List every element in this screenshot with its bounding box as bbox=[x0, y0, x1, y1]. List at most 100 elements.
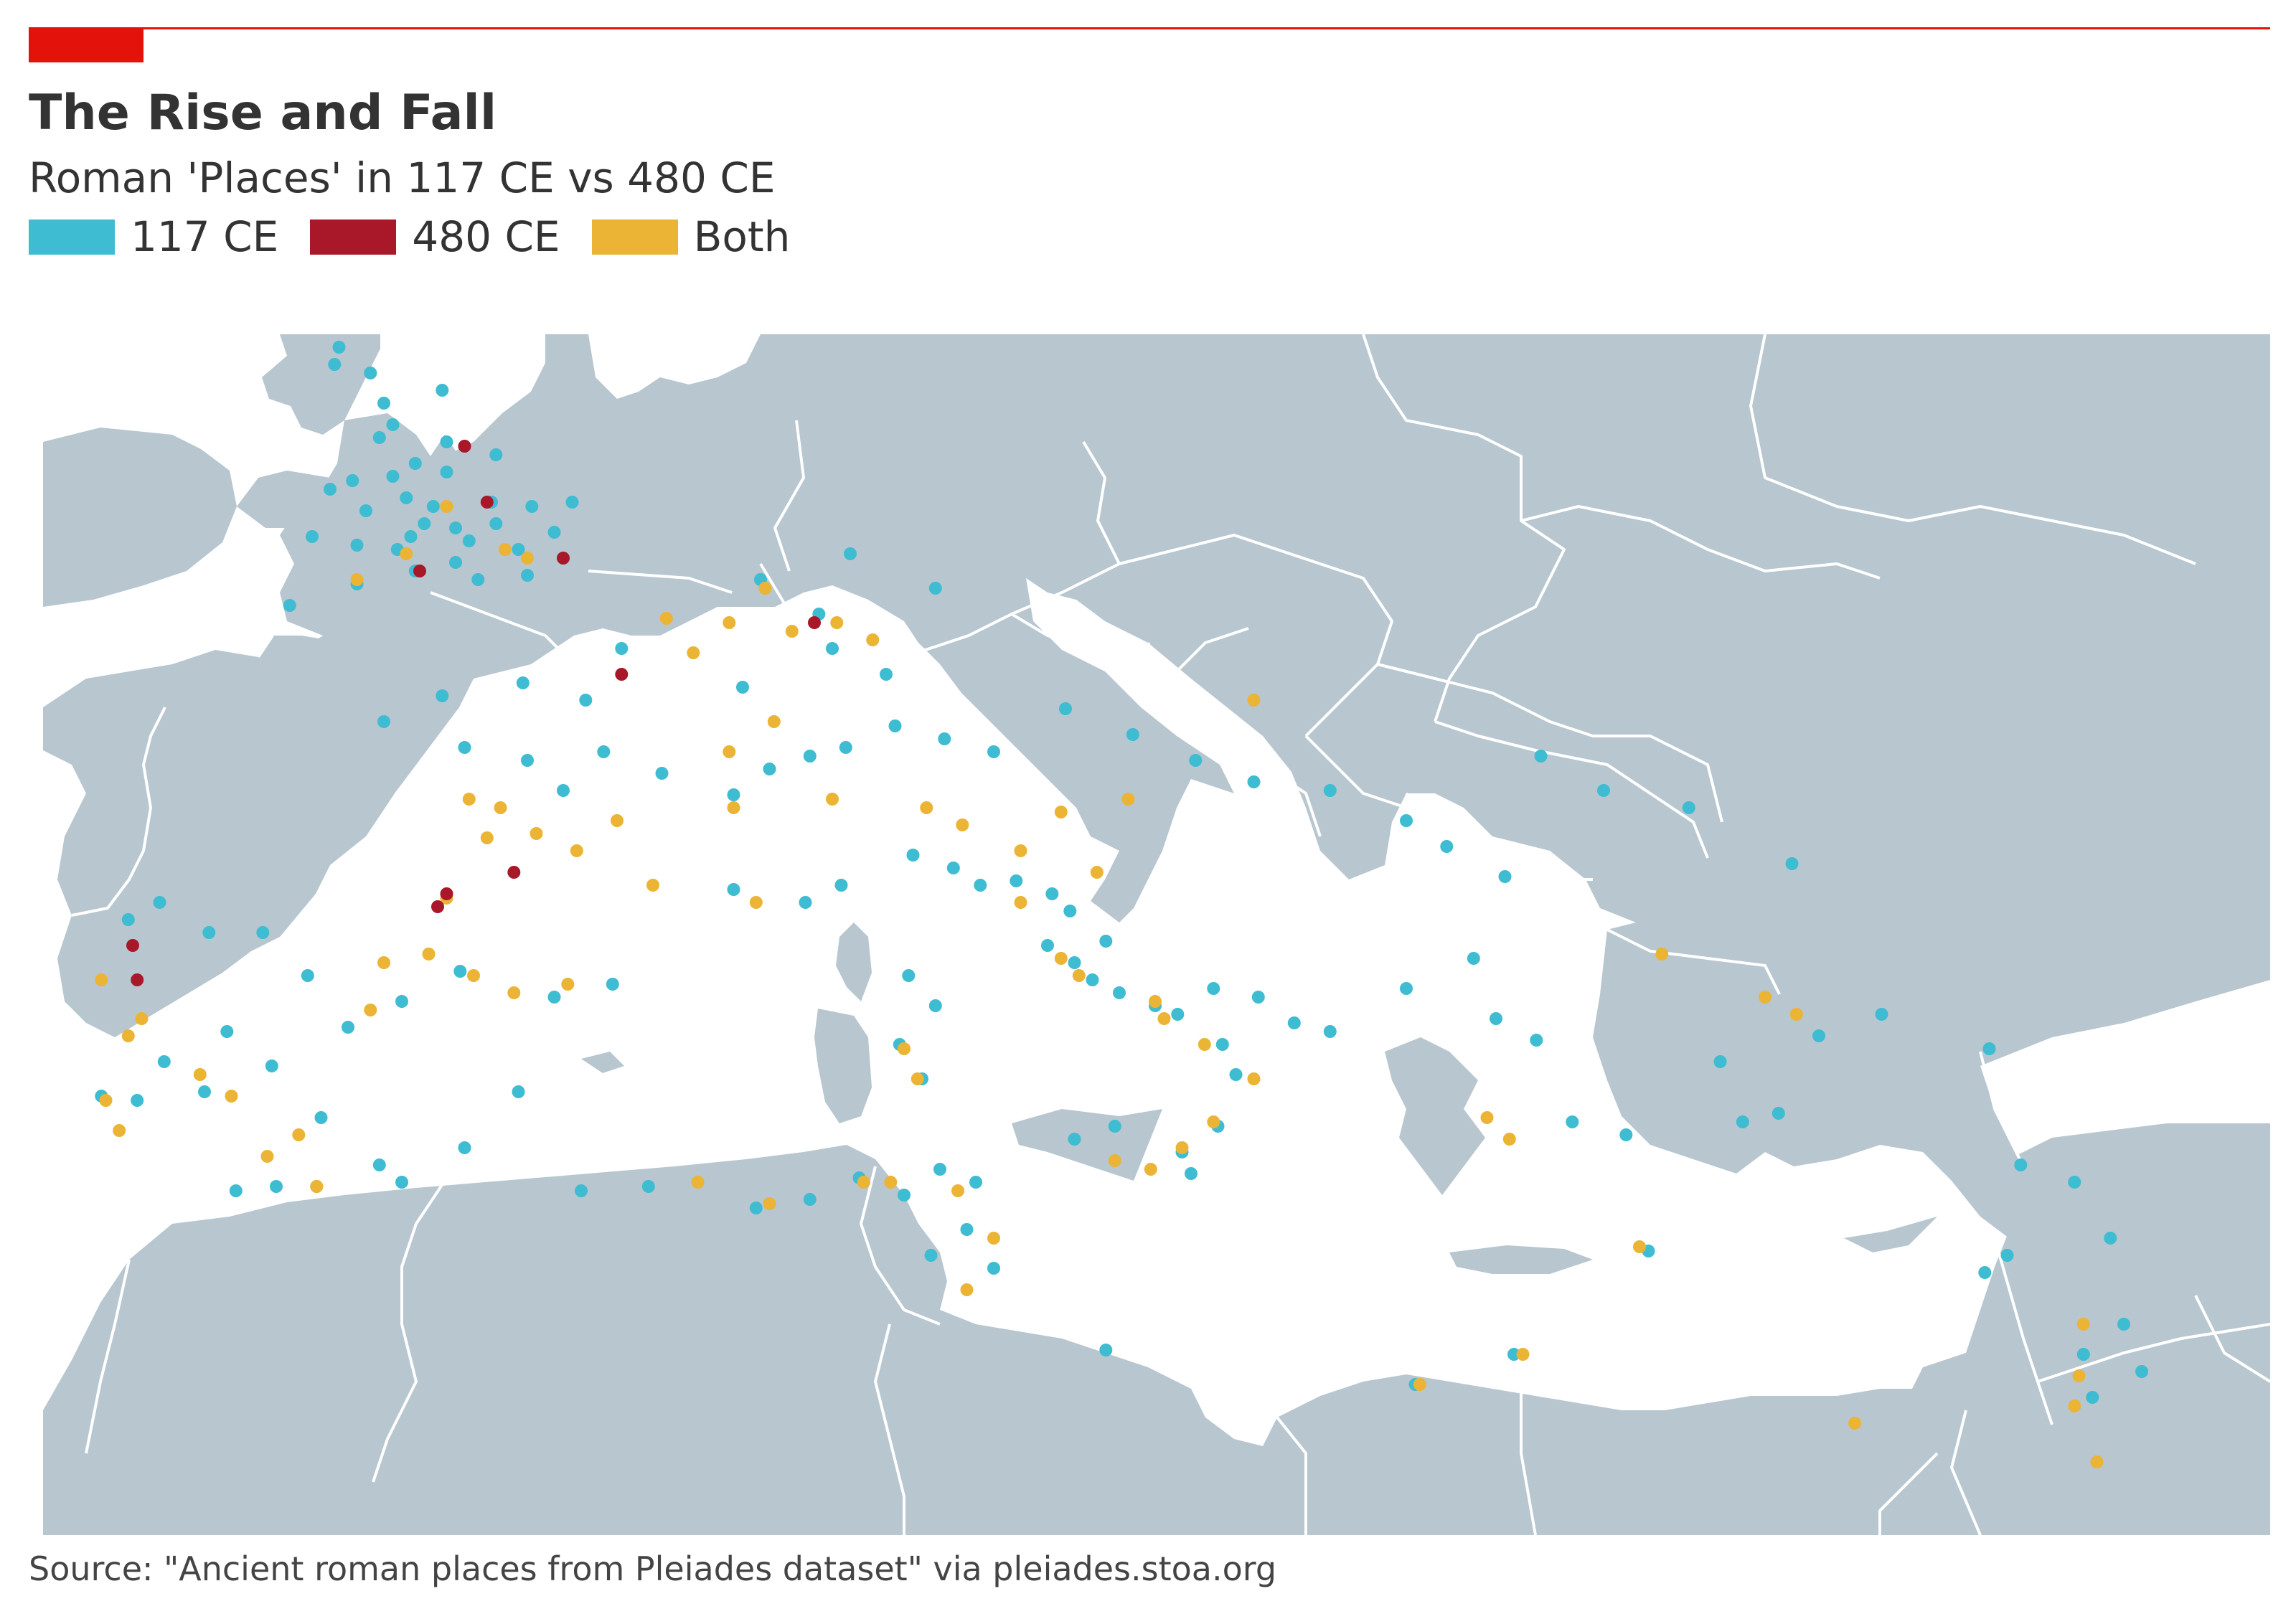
place-117-marker bbox=[2076, 1348, 2090, 1361]
place-117-marker bbox=[1247, 775, 1261, 788]
place-117-marker bbox=[1059, 702, 1072, 715]
place-117-marker bbox=[946, 862, 960, 874]
border bbox=[1304, 562, 1393, 737]
place-117-marker bbox=[547, 991, 561, 1004]
place-both-marker bbox=[646, 879, 659, 892]
place-117-marker bbox=[346, 474, 359, 487]
place-both-marker bbox=[480, 831, 494, 844]
place-both-marker bbox=[767, 715, 781, 728]
place-117-marker bbox=[440, 466, 453, 478]
place-both-marker bbox=[530, 827, 543, 840]
place-117-marker bbox=[458, 1141, 471, 1154]
border bbox=[1878, 1452, 1939, 1535]
place-both-marker bbox=[2076, 1318, 2090, 1331]
border bbox=[1276, 1416, 1307, 1535]
place-both-marker bbox=[193, 1068, 207, 1081]
country-borders bbox=[71, 334, 2270, 1535]
legend-label-480: 480 CE bbox=[412, 212, 560, 261]
place-480-marker bbox=[507, 866, 521, 879]
place-117-marker bbox=[372, 1158, 386, 1171]
place-117-marker bbox=[449, 522, 462, 534]
border bbox=[874, 1323, 905, 1535]
place-both-marker bbox=[1480, 1111, 1494, 1124]
place-117-marker bbox=[1490, 1012, 1502, 1025]
legend-item-both: Both bbox=[591, 212, 790, 261]
place-117-marker bbox=[938, 732, 951, 745]
place-both-marker bbox=[866, 633, 880, 646]
place-117-marker bbox=[575, 1184, 588, 1197]
place-117-marker bbox=[525, 500, 539, 513]
place-both-marker bbox=[1149, 995, 1162, 1008]
place-117-marker bbox=[898, 1189, 911, 1202]
place-117-marker bbox=[449, 556, 462, 569]
place-both-marker bbox=[260, 1150, 274, 1163]
place-117-marker bbox=[641, 1180, 655, 1193]
place-both-marker bbox=[467, 969, 480, 982]
place-both-marker bbox=[1175, 1141, 1189, 1154]
place-117-marker bbox=[880, 668, 893, 681]
place-117-marker bbox=[1068, 1133, 1081, 1146]
place-117-marker bbox=[826, 642, 839, 655]
place-117-marker bbox=[987, 1262, 1000, 1275]
legend-item-117: 117 CE bbox=[29, 212, 278, 261]
place-both-marker bbox=[1502, 1133, 1516, 1146]
place-117-marker bbox=[1086, 973, 1099, 986]
place-117-marker bbox=[418, 517, 431, 530]
place-both-marker bbox=[95, 973, 108, 986]
land-balearic bbox=[581, 1052, 624, 1073]
place-117-marker bbox=[888, 719, 902, 732]
place-117-marker bbox=[606, 978, 619, 991]
place-117-marker bbox=[301, 969, 314, 982]
place-117-marker bbox=[906, 849, 920, 862]
place-117-marker bbox=[436, 689, 449, 702]
place-117-marker bbox=[372, 431, 386, 444]
place-117-marker bbox=[1068, 956, 1081, 969]
place-117-marker bbox=[933, 1163, 946, 1176]
place-117-marker bbox=[342, 1021, 354, 1034]
place-both-marker bbox=[911, 1072, 924, 1085]
place-both-marker bbox=[364, 1004, 377, 1016]
place-117-marker bbox=[198, 1085, 211, 1098]
border bbox=[430, 591, 590, 680]
place-117-marker bbox=[229, 1184, 243, 1197]
places-layer bbox=[95, 341, 2148, 1468]
place-117-marker bbox=[1251, 991, 1265, 1004]
place-both-marker bbox=[920, 801, 933, 814]
place-117-marker bbox=[324, 483, 337, 496]
border bbox=[1993, 1237, 2053, 1425]
land-ireland bbox=[43, 428, 237, 607]
place-117-marker bbox=[1812, 1029, 1825, 1042]
place-both-marker bbox=[422, 948, 436, 961]
place-117-marker bbox=[314, 1111, 328, 1124]
place-both-marker bbox=[826, 793, 839, 806]
place-both-marker bbox=[521, 552, 534, 565]
place-both-marker bbox=[1054, 806, 1068, 818]
place-both-marker bbox=[1014, 844, 1027, 857]
place-both-marker bbox=[785, 625, 799, 638]
place-117-marker bbox=[350, 539, 364, 552]
place-117-marker bbox=[597, 745, 611, 758]
place-117-marker bbox=[1171, 1008, 1185, 1021]
place-117-marker bbox=[1113, 986, 1126, 999]
legend-item-480: 480 CE bbox=[310, 212, 560, 261]
place-both-marker bbox=[121, 1029, 135, 1042]
place-both-marker bbox=[99, 1094, 113, 1107]
place-117-marker bbox=[736, 681, 749, 694]
place-both-marker bbox=[1054, 952, 1068, 965]
place-both-marker bbox=[691, 1176, 705, 1189]
place-both-marker bbox=[749, 896, 763, 909]
place-117-marker bbox=[386, 470, 400, 483]
place-117-marker bbox=[902, 969, 916, 982]
place-480-marker bbox=[458, 440, 471, 453]
legend-swatch-117 bbox=[29, 219, 115, 255]
border bbox=[588, 570, 733, 594]
place-117-marker bbox=[453, 965, 467, 978]
place-both-marker bbox=[763, 1197, 776, 1210]
place-117-marker bbox=[489, 448, 503, 461]
place-both-marker bbox=[2072, 1369, 2086, 1382]
border bbox=[1520, 505, 1881, 580]
land-greece bbox=[1385, 1037, 1485, 1195]
place-117-marker bbox=[377, 397, 390, 410]
place-117-marker bbox=[328, 358, 342, 371]
place-both-marker bbox=[1108, 1154, 1121, 1167]
